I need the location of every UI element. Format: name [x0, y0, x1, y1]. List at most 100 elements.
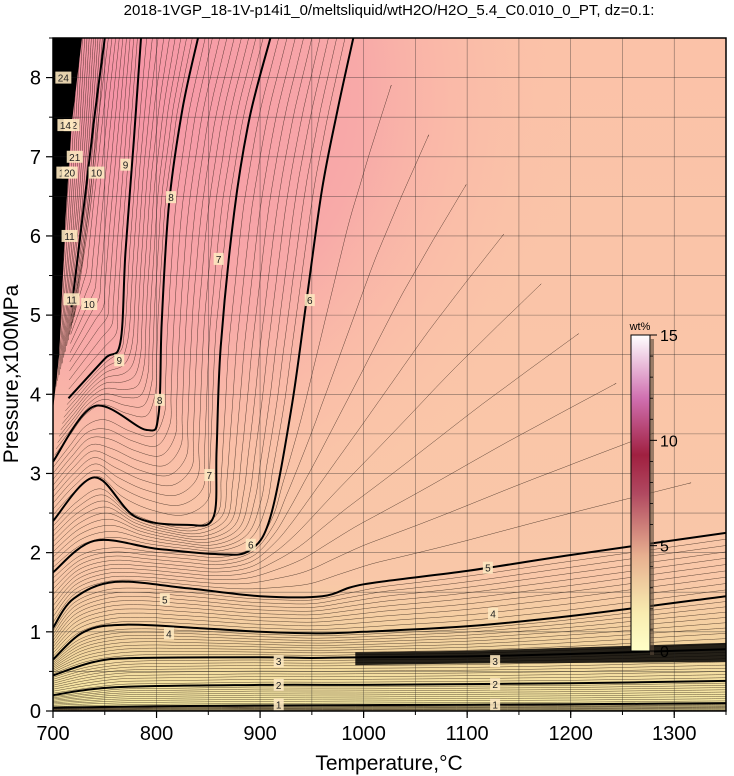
contour-label-text: 10	[84, 300, 96, 311]
contour-label: 10	[88, 166, 105, 180]
contour-label-text: 10	[91, 169, 103, 180]
contour-label: 4	[163, 627, 174, 640]
contour-label-background	[88, 166, 105, 179]
minor-contour-line	[55, 38, 187, 450]
x-tick-label: 1000	[341, 723, 386, 745]
x-tick-label: 800	[140, 723, 173, 745]
major-contour-2	[53, 679, 726, 697]
contour-label-text: 3	[492, 657, 498, 668]
x-tick-label: 1200	[548, 723, 593, 745]
minor-contour-line	[68, 38, 135, 381]
contour-label-text: 5	[485, 564, 491, 575]
contour-label: 7	[204, 469, 215, 482]
minor-contour-line	[53, 383, 617, 612]
contour-label: 8	[166, 191, 177, 204]
minor-contour-line	[53, 38, 296, 537]
minor-contour-line	[53, 682, 726, 697]
minor-contour-line	[53, 698, 726, 706]
minor-contour-line	[53, 706, 726, 710]
contour-label: 7	[213, 252, 224, 266]
contour-label-text: 2	[276, 681, 282, 692]
contour-label-background	[81, 298, 98, 311]
minor-contour-line	[53, 709, 726, 711]
y-axis-label: Pressure,x100MPa	[0, 284, 23, 463]
contour-label-background	[57, 119, 74, 132]
contour-label-background	[482, 561, 493, 574]
contour-label: 6	[245, 538, 256, 552]
contour-label-text: 21	[69, 153, 81, 164]
minor-contour-line	[53, 38, 220, 480]
contour-label: 5	[482, 561, 493, 575]
contour-label-text: 11	[66, 295, 77, 306]
contour-label-background	[273, 655, 284, 668]
minor-contour-line	[53, 38, 264, 516]
minor-contour-line	[53, 134, 430, 584]
contour-label-text: 1	[276, 701, 282, 712]
minor-contour-line	[53, 38, 257, 510]
colorbar-tick-label: 5	[660, 539, 669, 556]
colorbar-ticks: 0 5 10 15	[650, 328, 678, 661]
contour-label: 1	[273, 698, 284, 712]
contour-label-background	[114, 354, 125, 367]
x-tick-label: 1300	[652, 723, 697, 745]
colorbar: wt% 0 5 10 15	[629, 321, 678, 661]
minor-contour-line	[63, 38, 90, 358]
minor-contour-line	[53, 708, 726, 711]
minor-contour-line	[53, 482, 692, 623]
contour-label-background	[204, 469, 215, 482]
contour-label-background	[166, 191, 177, 204]
minor-contour-line	[53, 184, 467, 590]
contour-label-background	[273, 698, 284, 711]
contour-label: 6	[304, 294, 315, 307]
minor-contour-line	[53, 674, 726, 692]
contour-label-background	[63, 293, 80, 306]
colorbar-tick-label: 0	[660, 644, 669, 661]
contour-label: 2	[273, 678, 284, 692]
contour-label: 8	[154, 393, 165, 407]
minor-contour-line	[57, 38, 81, 381]
contour-label: 21	[66, 150, 83, 164]
contour-label-text: 8	[168, 193, 174, 204]
contour-label-text: 7	[207, 471, 213, 482]
minor-contour-line	[53, 38, 213, 474]
major-contour-6	[53, 38, 355, 574]
colorbar-unit: wt%	[629, 321, 651, 333]
minor-contour-line	[70, 38, 116, 335]
contour-label-text: 5	[162, 595, 168, 606]
plot-area: 11223344556677889910101111121419202124	[53, 38, 726, 712]
contour-label: 1	[490, 698, 501, 711]
y-tick-label: 2	[30, 543, 41, 565]
contour-label-text: 4	[490, 610, 496, 621]
contour-label: 20	[61, 166, 78, 180]
minor-contour-line	[53, 283, 542, 601]
y-tick-label: 8	[30, 68, 41, 90]
minor-contour-line	[64, 38, 92, 352]
contour-label-text: 6	[248, 541, 254, 552]
contour-label: 3	[490, 655, 501, 668]
contour-label-background	[61, 229, 78, 242]
minor-contour-line	[53, 696, 726, 705]
minor-contour-line	[54, 38, 193, 456]
contour-label: 9	[120, 158, 131, 172]
grid-lines	[53, 38, 726, 711]
y-tick-label: 5	[30, 305, 41, 327]
minor-contour-line	[53, 38, 206, 468]
major-contour-8	[53, 38, 199, 463]
minor-contour-line	[53, 687, 726, 700]
minor-contour-line	[63, 38, 159, 418]
contour-label-background	[245, 538, 256, 551]
minor-contour-line	[53, 685, 726, 698]
minor-contour-line	[53, 700, 726, 707]
minor-contour-line	[53, 707, 726, 710]
contour-label-background	[66, 150, 83, 163]
colorbar-tick-label: 10	[660, 433, 678, 450]
minor-contour-line	[53, 38, 235, 492]
contour-label: 11	[61, 229, 78, 243]
colorbar-shadow	[650, 339, 654, 655]
minor-contour-line	[59, 38, 176, 437]
x-axis-label: Temperature,°C	[315, 752, 462, 775]
minor-contour-line	[69, 38, 127, 362]
minor-contour-line	[53, 38, 337, 563]
contour-label: 24	[55, 71, 72, 85]
contour-label: 14	[57, 119, 74, 132]
